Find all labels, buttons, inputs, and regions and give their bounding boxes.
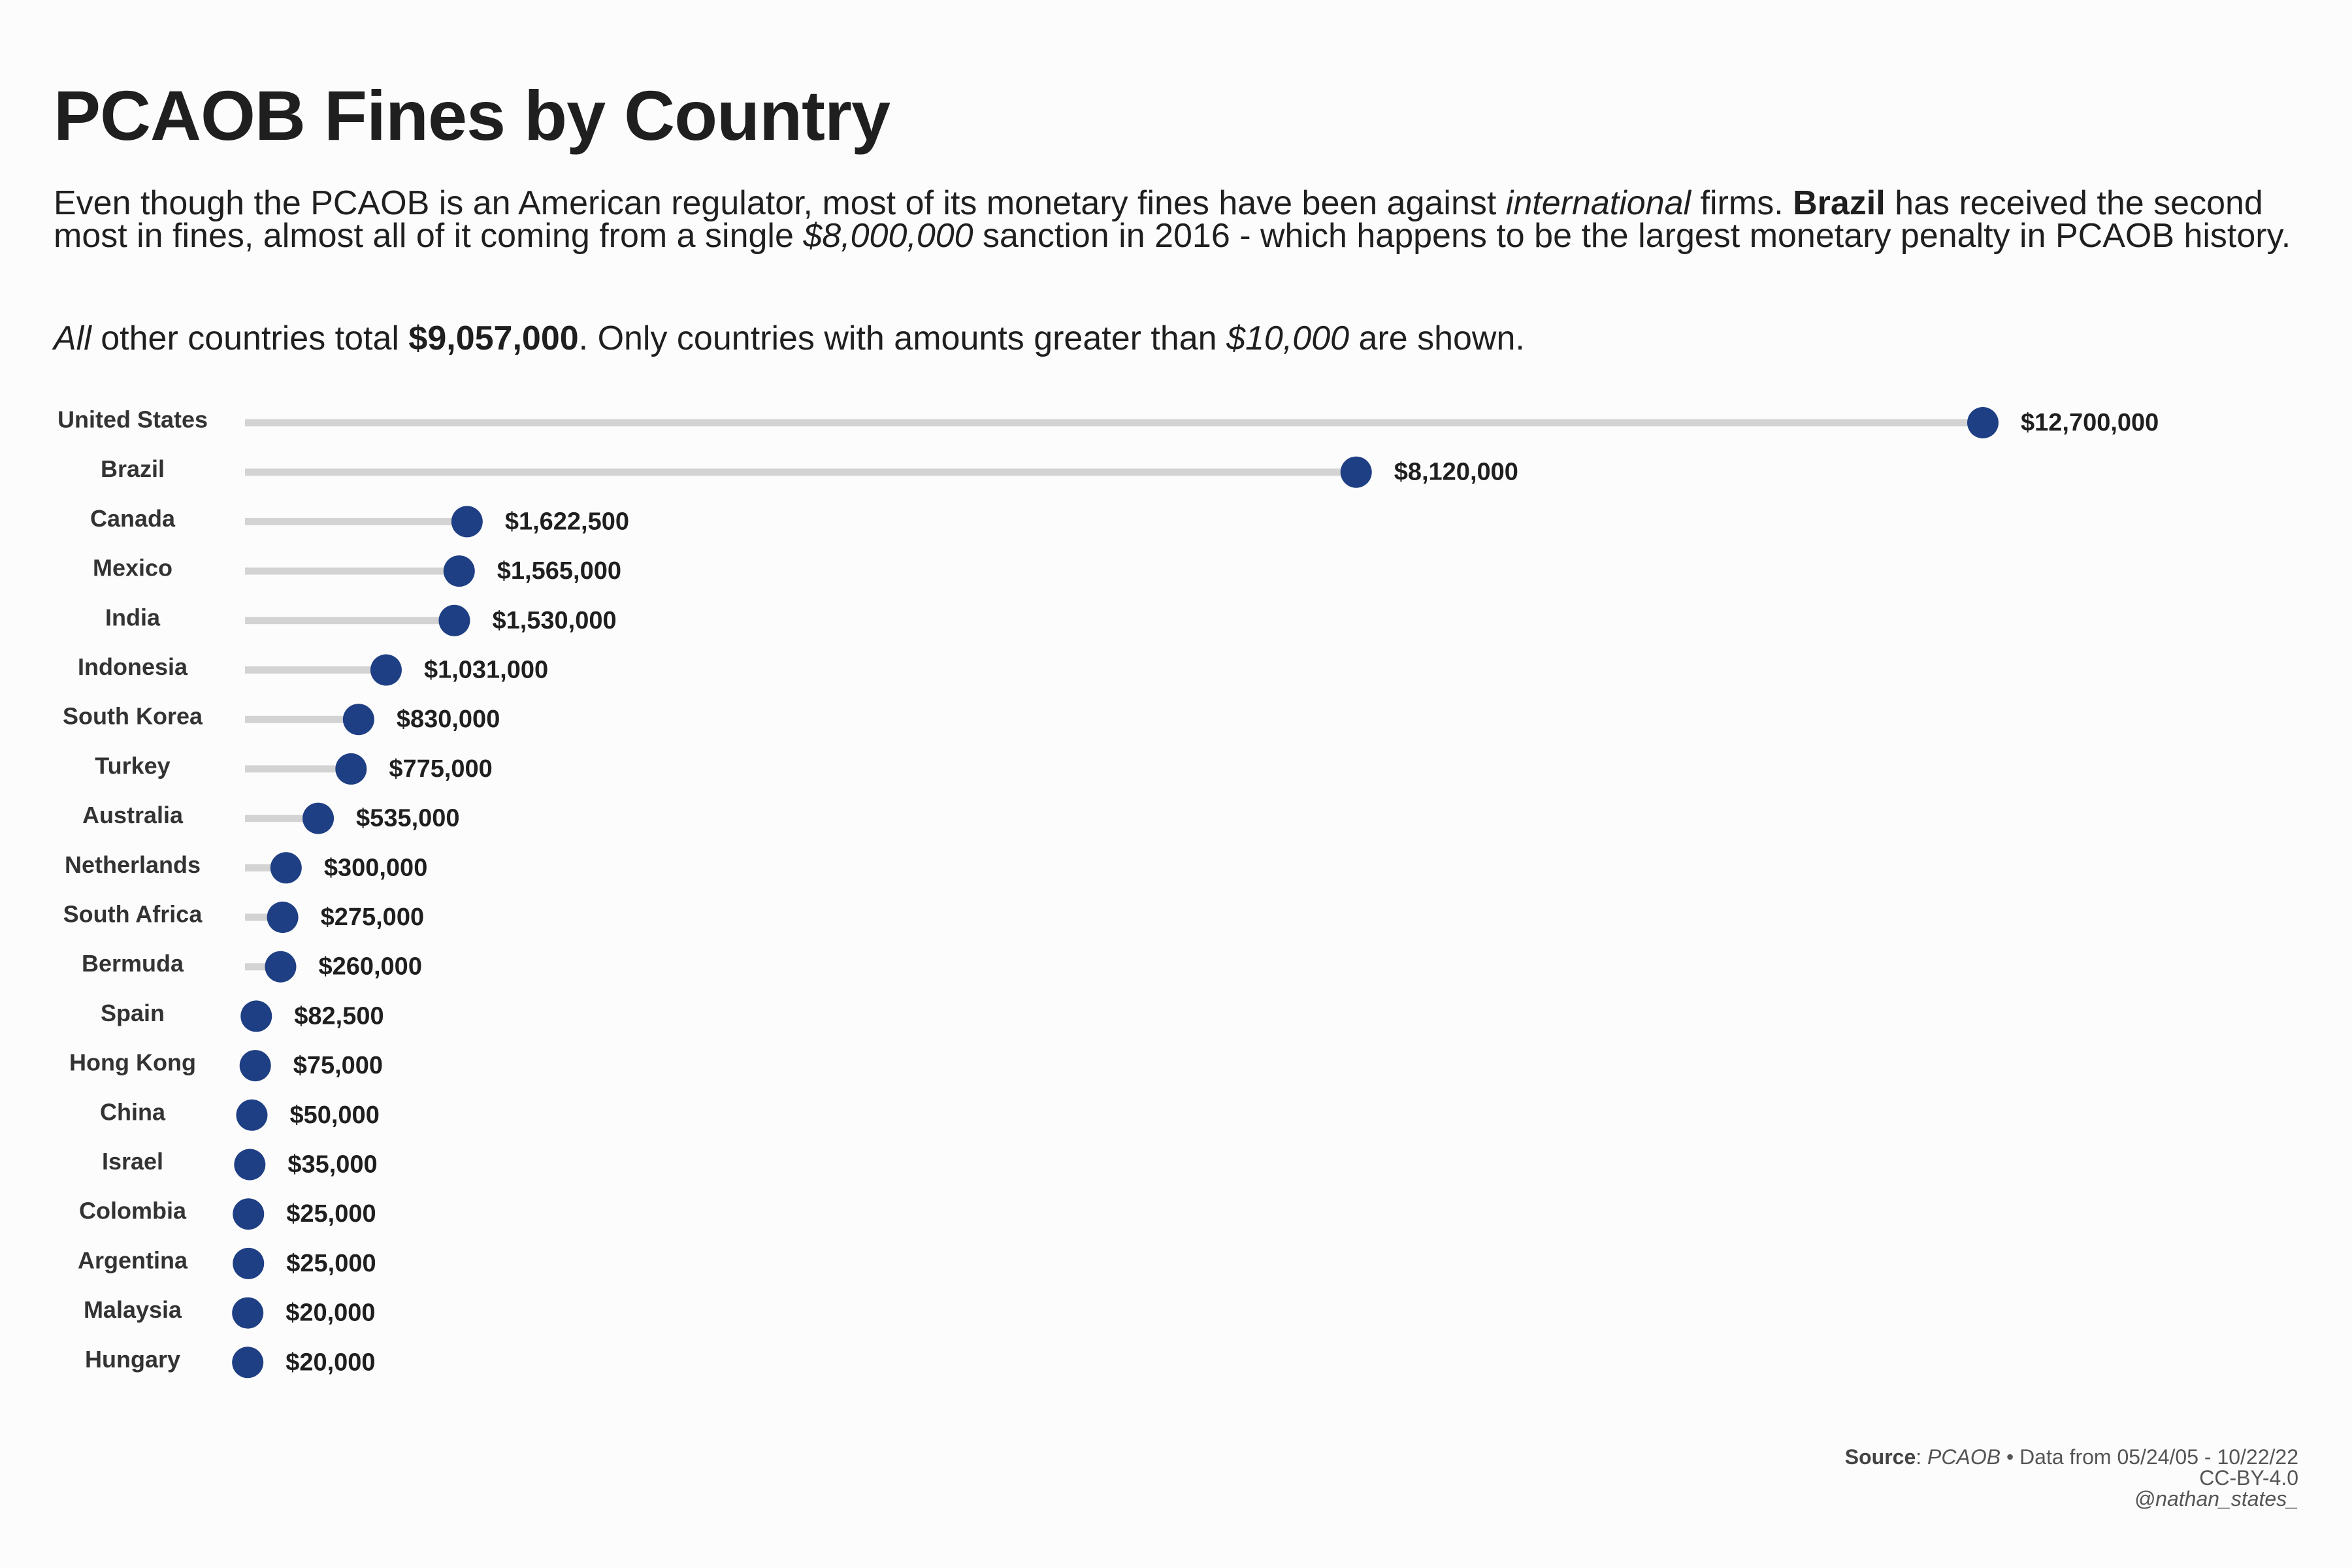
value-label: $20,000: [286, 1348, 375, 1376]
lollipop-dot: [232, 1347, 264, 1379]
value-label: $35,000: [287, 1151, 377, 1179]
footer-source-label: Source: [1844, 1445, 1916, 1469]
lollipop-dot: [233, 1198, 265, 1230]
country-label: Argentina: [78, 1247, 188, 1273]
lollipop-dot: [1967, 407, 1999, 438]
lollipop-dot: [438, 604, 470, 636]
value-label: $12,700,000: [2021, 409, 2159, 436]
value-label: $535,000: [356, 805, 460, 832]
subtitle-text-3: has received the second most in fines, a…: [54, 184, 2263, 255]
subtitle2-bold-total: $9,057,000: [408, 319, 579, 357]
country-label: Australia: [82, 802, 184, 828]
country-label: United States: [57, 406, 208, 433]
lollipop-dot: [335, 753, 367, 785]
country-label: India: [105, 604, 161, 630]
lollipop-dot: [233, 1247, 265, 1279]
value-label: $1,622,500: [505, 508, 629, 535]
subtitle-text-4: sanction in 2016 - which happens to be t…: [973, 217, 2291, 255]
chart-subtitle-2: All other countries total $9,057,000. On…: [54, 319, 2321, 358]
country-label: Bermuda: [82, 950, 184, 977]
footer-license: CC-BY-4.0: [2199, 1466, 2298, 1490]
country-label: Brazil: [101, 455, 165, 482]
value-label: $1,565,000: [497, 557, 621, 585]
subtitle-text-2: firms.: [1691, 184, 1793, 222]
lollipop-dot: [443, 555, 475, 587]
lollipop-dot: [342, 704, 374, 736]
lollipop-dot: [265, 951, 297, 983]
value-label: $775,000: [389, 755, 493, 783]
value-label: $260,000: [318, 953, 421, 981]
chart-title: PCAOB Fines by Country: [54, 76, 890, 155]
lollipop-dot: [236, 1099, 268, 1131]
value-label: $300,000: [324, 854, 428, 881]
lollipop-dot: [240, 1000, 272, 1032]
lollipop-dot: [270, 852, 302, 884]
country-label: South Korea: [63, 703, 203, 730]
footer-source-name: PCAOB: [1927, 1445, 2001, 1469]
subtitle2-italic-threshold: $10,000: [1226, 319, 1350, 357]
footer-date-range: • Data from 05/24/05 - 10/22/22: [2001, 1445, 2298, 1469]
value-label: $25,000: [286, 1250, 376, 1277]
value-label: $75,000: [293, 1052, 383, 1079]
chart-footer: Source: PCAOB • Data from 05/24/05 - 10/…: [1845, 1446, 2298, 1509]
country-label: Colombia: [79, 1198, 187, 1224]
value-label: $25,000: [286, 1200, 376, 1228]
country-label: South Africa: [63, 901, 203, 928]
lollipop-dot: [267, 902, 299, 933]
value-label: $1,031,000: [424, 657, 548, 684]
subtitle2-italic-all: All: [54, 319, 91, 357]
value-label: $275,000: [321, 904, 424, 931]
country-label: China: [100, 1098, 166, 1125]
lollipop-dot: [234, 1149, 266, 1181]
value-label: $82,500: [294, 1002, 384, 1030]
value-label: $50,000: [289, 1102, 379, 1129]
subtitle-italic-amount: $8,000,000: [803, 217, 973, 255]
subtitle-text-1: Even though the PCAOB is an American reg…: [54, 184, 1506, 222]
value-label: $20,000: [286, 1299, 375, 1327]
country-label: Canada: [90, 505, 176, 532]
country-label: Indonesia: [78, 653, 188, 680]
country-label: Malaysia: [84, 1296, 182, 1323]
country-label: Israel: [102, 1148, 163, 1175]
country-label: Hungary: [85, 1346, 180, 1373]
value-label: $830,000: [397, 706, 500, 733]
lollipop-dot: [239, 1050, 271, 1082]
subtitle2-text-1: other countries total: [91, 319, 409, 357]
country-label: Mexico: [93, 555, 172, 581]
lollipop-dot: [370, 654, 402, 686]
lollipop-dot: [451, 506, 483, 538]
chart-subtitle: Even though the PCAOB is an American reg…: [54, 184, 2321, 255]
country-label: Hong Kong: [69, 1049, 196, 1076]
value-label: $1,530,000: [492, 607, 616, 634]
subtitle-bold-brazil: Brazil: [1793, 184, 1886, 222]
lollipop-dot: [232, 1297, 264, 1329]
country-label: Spain: [101, 1000, 165, 1026]
country-label: Turkey: [95, 752, 170, 779]
subtitle2-text-3: are shown.: [1349, 319, 1525, 357]
subtitle2-text-2: . Only countries with amounts greater th…: [578, 319, 1227, 357]
country-label: Netherlands: [65, 851, 201, 878]
value-label: $8,120,000: [1394, 459, 1518, 486]
footer-handle-text: @nathan_states_: [2134, 1487, 2298, 1511]
lollipop-dot: [302, 802, 335, 834]
subtitle-italic-international: international: [1505, 184, 1691, 222]
footer-handle: @nathan_states_: [1845, 1488, 2298, 1509]
footer-source-line: Source: PCAOB • Data from 05/24/05 - 10/…: [1844, 1445, 2298, 1469]
lollipop-dot: [1340, 456, 1372, 488]
